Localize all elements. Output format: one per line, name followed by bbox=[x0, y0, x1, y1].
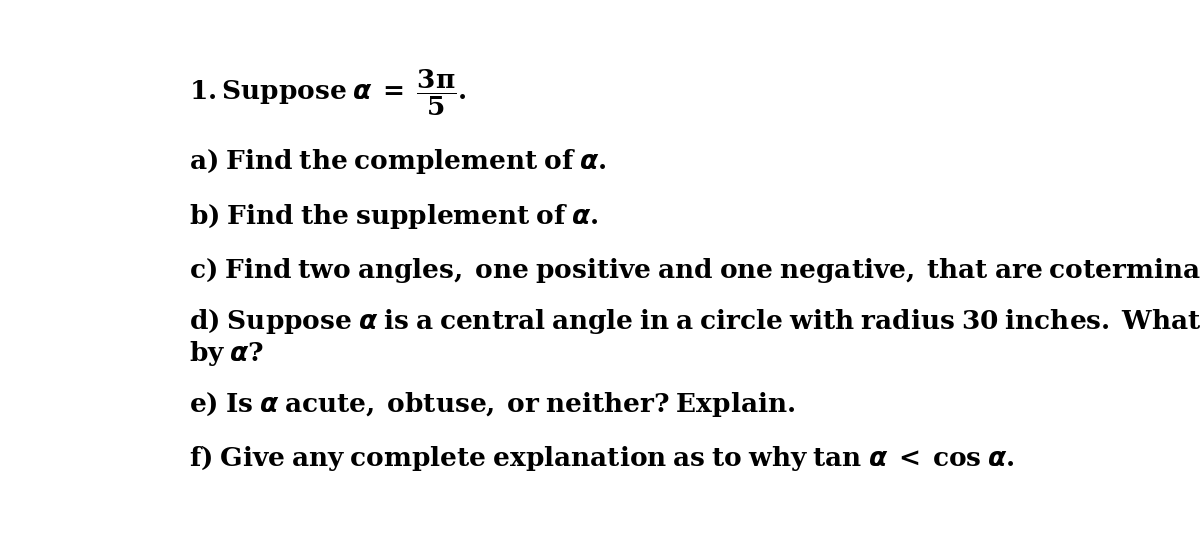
Text: $\mathbf{1. Suppose\;} \boldsymbol{\alpha} \mathbf{\;=\;} \mathbf{\dfrac{3\pi}{5: $\mathbf{1. Suppose\;} \boldsymbol{\alph… bbox=[190, 68, 467, 118]
Text: $\mathbf{c)\;Find\;two\;angles,\;one\;positive\;and\;one\;negative,\;that\;are\;: $\mathbf{c)\;Find\;two\;angles,\;one\;po… bbox=[190, 255, 1200, 285]
Text: $\mathbf{d)\;Suppose\;} \boldsymbol{\alpha} \mathbf{\;is\;a\;central\;angle\;in\: $\mathbf{d)\;Suppose\;} \boldsymbol{\alp… bbox=[190, 307, 1200, 336]
Text: $\mathbf{b)\;Find\;the\;supplement\;of\;} \boldsymbol{\alpha}\mathbf{.}$: $\mathbf{b)\;Find\;the\;supplement\;of\;… bbox=[190, 202, 599, 231]
Text: $\mathbf{e)\;Is\;} \boldsymbol{\alpha} \mathbf{\;acute,\;obtuse,\;or\;neither?\;: $\mathbf{e)\;Is\;} \boldsymbol{\alpha} \… bbox=[190, 390, 796, 419]
Text: $\mathbf{by\;} \boldsymbol{\alpha}\mathbf{?}$: $\mathbf{by\;} \boldsymbol{\alpha}\mathb… bbox=[190, 339, 264, 368]
Text: $\mathbf{f)\;Give\;any\;complete\;explanation\;as\;to\;why\;tan\;} \boldsymbol{\: $\mathbf{f)\;Give\;any\;complete\;explan… bbox=[190, 443, 1015, 473]
Text: $\mathbf{a)\;Find\;the\;complement\;of\;} \boldsymbol{\alpha}\mathbf{.}$: $\mathbf{a)\;Find\;the\;complement\;of\;… bbox=[190, 147, 607, 175]
